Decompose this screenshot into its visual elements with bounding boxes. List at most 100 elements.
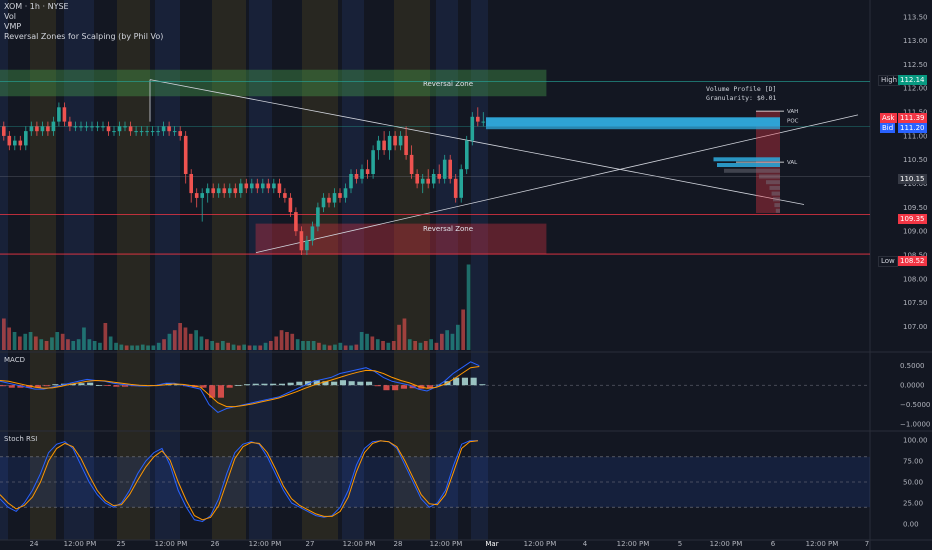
trend-line-up: [255, 114, 859, 254]
candle-body: [40, 126, 45, 132]
candle-body: [299, 231, 304, 251]
macd-tick-label: −1.0000: [900, 421, 930, 429]
stoch-tick-label: 0.00: [903, 521, 919, 529]
candle-body: [360, 169, 364, 179]
stoch-rsi-pane: [0, 440, 870, 523]
macd-hist-bar: [209, 385, 216, 398]
stoch-pane-label[interactable]: Stoch RSI: [4, 435, 38, 443]
volume-bar: [44, 341, 49, 350]
macd-tick-label: 0.0000: [900, 382, 925, 390]
candle-body: [156, 131, 160, 133]
macd-hist-bar: [383, 385, 390, 391]
volume-bar: [365, 333, 369, 350]
candle-body: [211, 188, 215, 194]
candle-body: [415, 174, 419, 184]
candle-body: [233, 188, 238, 194]
vol-indicator-label[interactable]: Vol: [4, 12, 16, 21]
candle-body: [183, 135, 188, 174]
volume-bar: [60, 333, 65, 350]
volume-bar: [119, 344, 124, 350]
price-tick-label: 108.50: [903, 252, 928, 260]
candle-body: [327, 197, 331, 203]
candle-body: [216, 188, 221, 194]
reversal-zone-upper-label: Reversal Zone: [423, 80, 473, 88]
profile-bar: [769, 185, 780, 190]
candle-body: [250, 183, 254, 189]
volume-bar: [172, 330, 177, 350]
candle-body: [343, 188, 348, 198]
time-tick-label: 7: [865, 540, 869, 548]
candle-body: [448, 159, 452, 179]
volume-profile-granularity: Granularity: $0.01: [706, 94, 777, 102]
volume-bar: [140, 344, 145, 350]
time-tick-label: Mar: [485, 540, 498, 548]
candle-body: [46, 126, 50, 132]
volume-bar: [162, 339, 166, 350]
candle-body: [294, 212, 298, 232]
macd-hist-bar: [305, 381, 312, 386]
volume-bar: [370, 336, 375, 350]
candle-body: [112, 131, 116, 133]
candle-body: [123, 126, 127, 128]
volume-bar: [423, 341, 428, 350]
candle-body: [150, 131, 155, 133]
candle-body: [349, 174, 353, 189]
candle-body: [283, 193, 287, 198]
time-tick-label: 12:00 PM: [155, 540, 188, 548]
candle-body: [244, 183, 249, 189]
vmp-indicator-label[interactable]: VMP: [4, 22, 22, 31]
macd-hist-bar: [357, 381, 364, 386]
volume-profile: VAH POC VAL: [486, 109, 799, 214]
candle-body: [167, 126, 171, 132]
macd-hist-bar: [217, 385, 224, 398]
volume-bar: [108, 336, 113, 350]
candle-body: [24, 131, 28, 146]
price-tick-label: 112.00: [903, 85, 928, 93]
volume-bar: [375, 339, 380, 350]
candle-body: [29, 126, 34, 132]
macd-pane-label[interactable]: MACD: [4, 356, 25, 364]
candle-body: [2, 126, 6, 136]
volume-bar: [429, 339, 433, 350]
macd-tick-label: 0.5000: [900, 362, 925, 370]
price-tick-label: 113.50: [903, 13, 928, 21]
candle-body: [73, 126, 78, 128]
candle-body: [95, 126, 100, 128]
symbol-title[interactable]: XOM · 1h · NYSE: [4, 2, 69, 11]
reversal-indicator-label[interactable]: Reversal Zones for Scalping (by Phil Vo): [4, 32, 164, 41]
candle-body: [338, 193, 342, 198]
macd-hist-bar: [200, 385, 207, 388]
volume-bar: [343, 345, 348, 350]
volume-bars: [2, 264, 471, 350]
price-tick-label: 111.50: [903, 109, 928, 117]
stoch-tick-label: 25.00: [903, 500, 923, 508]
profile-vah-label: VAH: [787, 109, 798, 115]
profile-bar: [717, 163, 780, 167]
price-tick-label: 112.50: [903, 61, 928, 69]
profile-bar: [771, 191, 780, 196]
low-tag-value: 108.52: [898, 256, 927, 266]
volume-bar: [71, 341, 76, 350]
macd-hist-bar: [26, 385, 33, 388]
session-band: [249, 0, 272, 540]
candle-body: [365, 169, 370, 174]
candle-body: [316, 207, 320, 227]
macd-hist-bar: [461, 377, 468, 386]
volume-bar: [466, 264, 471, 350]
macd-hist-bar: [78, 383, 85, 386]
time-tick-label: 28: [394, 540, 403, 548]
volume-bar: [253, 345, 257, 350]
macd-hist-bar: [322, 381, 329, 386]
volume-bar: [114, 342, 118, 350]
price-tick-label: 109.00: [903, 228, 928, 236]
macd-hist-bar: [95, 385, 102, 386]
macd-hist-bar: [392, 385, 399, 391]
profile-bar: [766, 180, 780, 185]
candle-body: [376, 140, 381, 151]
candle-body: [79, 126, 83, 128]
volume-bar: [226, 342, 230, 350]
candle-body: [62, 107, 67, 122]
volume-profile-title: Volume Profile [D] Granularity: $0.01: [706, 85, 776, 103]
volume-bar: [434, 342, 439, 350]
